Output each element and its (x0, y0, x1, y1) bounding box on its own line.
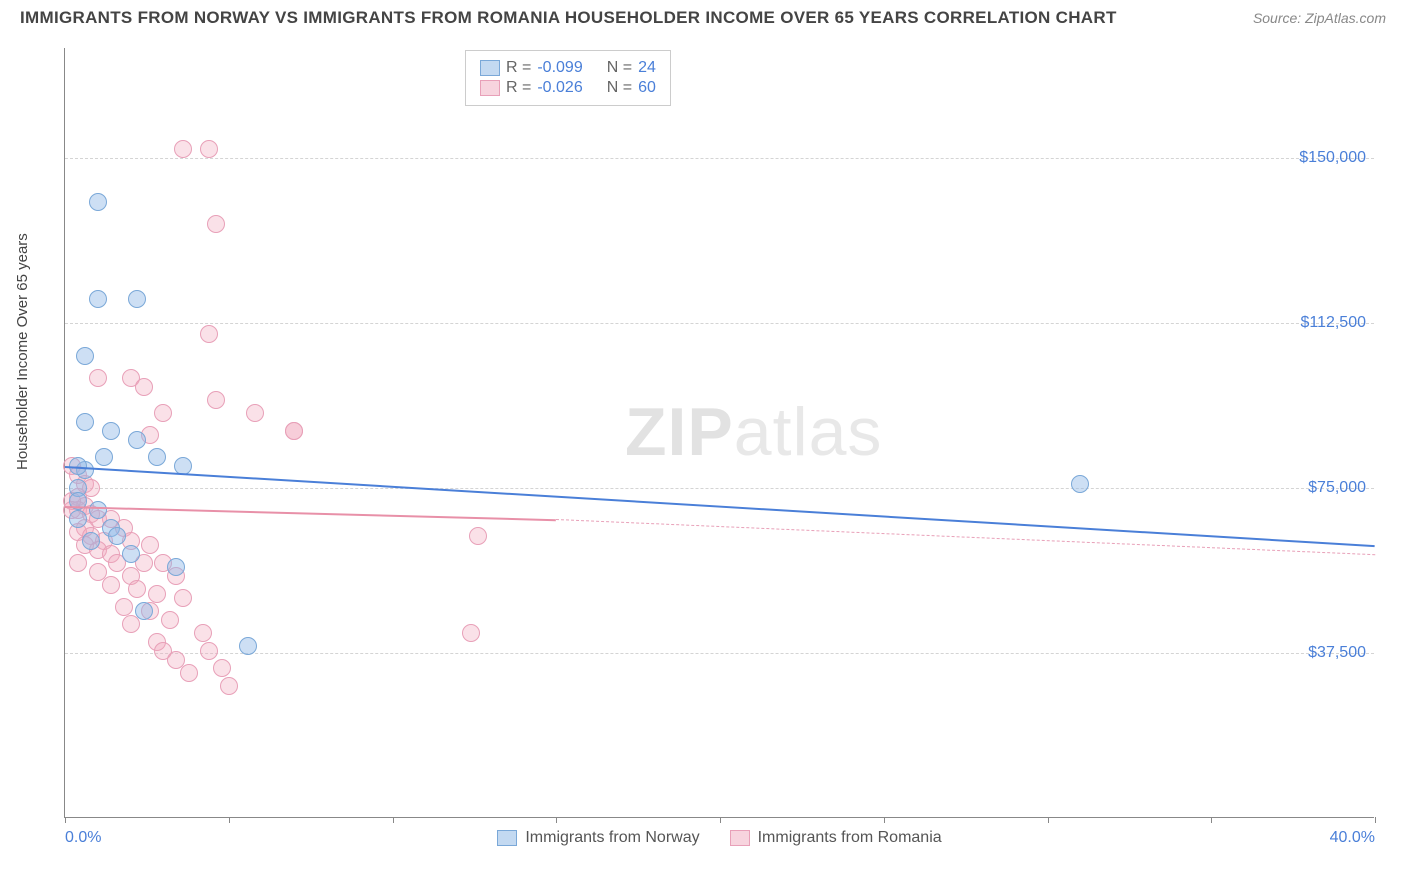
legend-row: R = -0.099 N = 24 (480, 59, 656, 77)
data-point (246, 404, 264, 422)
data-point (469, 527, 487, 545)
data-point (207, 391, 225, 409)
data-point (141, 536, 159, 554)
source-label: Source: ZipAtlas.com (1253, 10, 1386, 26)
legend-n-label: N = (607, 59, 632, 77)
data-point (180, 664, 198, 682)
data-point (89, 501, 107, 519)
x-tick (393, 817, 394, 823)
data-point (89, 193, 107, 211)
legend-swatch (497, 830, 517, 846)
x-tick (884, 817, 885, 823)
data-point (69, 510, 87, 528)
y-tick-label: $75,000 (1308, 479, 1366, 497)
data-point (194, 624, 212, 642)
data-point (174, 589, 192, 607)
gridline (65, 158, 1374, 159)
x-tick (1375, 817, 1376, 823)
x-tick (229, 817, 230, 823)
data-point (95, 448, 113, 466)
data-point (285, 422, 303, 440)
y-tick-label: $112,500 (1300, 314, 1366, 332)
x-tick (65, 817, 66, 823)
data-point (239, 637, 257, 655)
data-point (200, 642, 218, 660)
data-point (102, 422, 120, 440)
trend-line (65, 506, 556, 521)
legend-swatch (480, 60, 500, 76)
data-point (220, 677, 238, 695)
data-point (154, 404, 172, 422)
data-point (148, 448, 166, 466)
data-point (128, 290, 146, 308)
x-tick (556, 817, 557, 823)
legend-label: Immigrants from Norway (525, 829, 699, 847)
x-tick-label: 0.0% (65, 829, 101, 847)
data-point (462, 624, 480, 642)
data-point (167, 558, 185, 576)
legend-r-value: -0.099 (537, 59, 582, 77)
data-point (115, 598, 133, 616)
data-point (122, 545, 140, 563)
series-legend: Immigrants from Norway Immigrants from Ro… (65, 829, 1374, 847)
chart-title: IMMIGRANTS FROM NORWAY VS IMMIGRANTS FRO… (20, 8, 1117, 28)
data-point (207, 215, 225, 233)
data-point (76, 347, 94, 365)
x-tick-label: 40.0% (1330, 829, 1375, 847)
x-tick (1048, 817, 1049, 823)
data-point (213, 659, 231, 677)
legend-swatch (480, 80, 500, 96)
data-point (128, 431, 146, 449)
legend-item: Immigrants from Norway (497, 829, 699, 847)
data-point (76, 413, 94, 431)
data-point (174, 140, 192, 158)
legend-item: Immigrants from Romania (730, 829, 942, 847)
legend-n-label: N = (607, 79, 632, 97)
data-point (135, 602, 153, 620)
data-point (89, 369, 107, 387)
data-point (102, 576, 120, 594)
correlation-legend: R = -0.099 N = 24 R = -0.026 N = 60 (465, 50, 671, 106)
y-tick-label: $150,000 (1299, 149, 1366, 167)
y-axis-label: Householder Income Over 65 years (14, 233, 31, 470)
data-point (108, 527, 126, 545)
legend-n-value: 24 (638, 59, 656, 77)
gridline (65, 323, 1374, 324)
watermark: ZIPatlas (625, 393, 882, 471)
plot-area: ZIPatlas R =-0.099N =24R =-0.026N =60 Im… (64, 48, 1374, 818)
chart-container: Householder Income Over 65 years ZIPatla… (20, 40, 1386, 850)
legend-row: R = -0.026 N = 60 (480, 79, 656, 97)
data-point (148, 585, 166, 603)
legend-r-value: -0.026 (537, 79, 582, 97)
x-tick (720, 817, 721, 823)
gridline (65, 653, 1374, 654)
data-point (200, 140, 218, 158)
x-tick (1211, 817, 1212, 823)
trend-line (65, 466, 1375, 547)
legend-label: Immigrants from Romania (758, 829, 942, 847)
data-point (135, 378, 153, 396)
data-point (89, 290, 107, 308)
y-tick-label: $37,500 (1308, 644, 1366, 662)
data-point (122, 615, 140, 633)
legend-n-value: 60 (638, 79, 656, 97)
data-point (69, 554, 87, 572)
data-point (82, 532, 100, 550)
data-point (200, 325, 218, 343)
gridline (65, 488, 1374, 489)
data-point (1071, 475, 1089, 493)
legend-swatch (730, 830, 750, 846)
legend-r-label: R = (506, 59, 531, 77)
data-point (161, 611, 179, 629)
legend-r-label: R = (506, 79, 531, 97)
data-point (128, 580, 146, 598)
